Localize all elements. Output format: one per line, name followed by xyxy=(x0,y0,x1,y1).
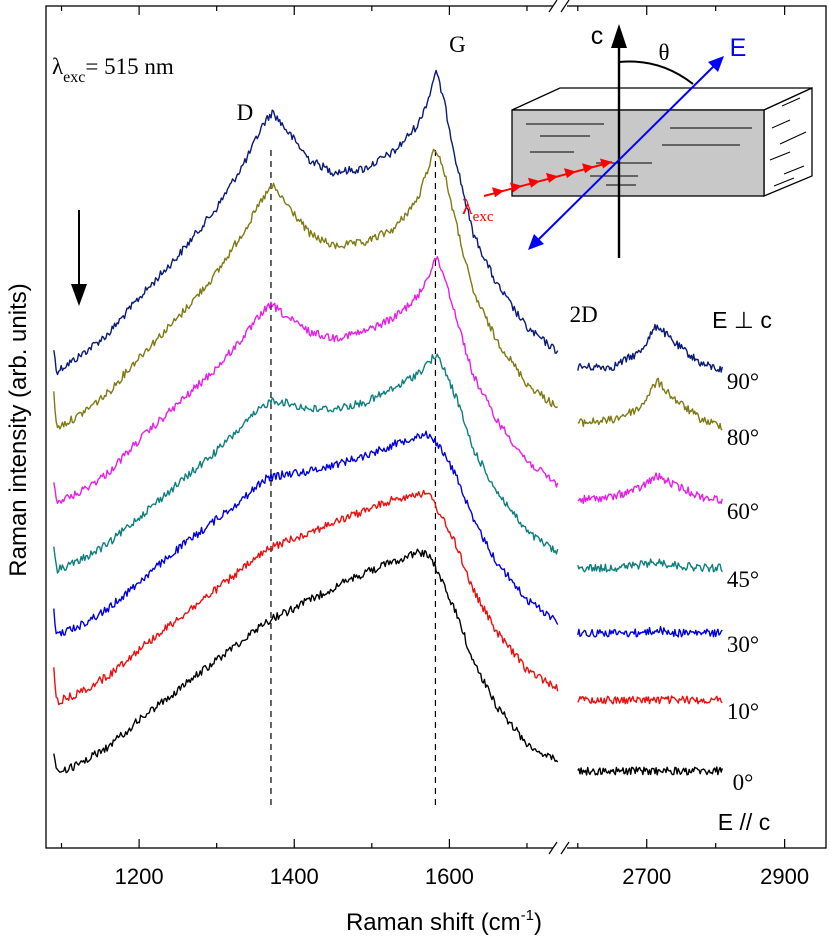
spectrum-2d-line xyxy=(577,626,723,638)
labels-group: 90° 80° 60° 45° 30° 10° 0° D G 2D λexc= 515 nm E ⊥ … xyxy=(52,32,772,835)
side-layer-line xyxy=(771,119,791,129)
spectrum-line xyxy=(53,489,559,706)
side-layer-line xyxy=(769,151,791,161)
plot-frame xyxy=(45,5,827,849)
block-front-face xyxy=(511,109,765,197)
laser-arrow-icon xyxy=(546,172,558,183)
x-axis-title: Raman shift (cm-1) xyxy=(346,907,542,936)
side-layer-line xyxy=(783,165,805,175)
spectrum-line xyxy=(53,430,559,637)
laser-arrow-icon xyxy=(492,187,504,198)
spectrum-line xyxy=(53,256,559,505)
spectrum-line xyxy=(53,69,559,376)
axis-break-gap-bottom xyxy=(553,844,567,852)
x-tick-label: 1200 xyxy=(115,864,164,889)
e-vector-line xyxy=(535,63,717,243)
down-arrow-icon xyxy=(71,284,87,306)
series-angle-label: 0° xyxy=(733,770,754,795)
axis-break-slash-top xyxy=(560,0,570,13)
e-vector-label: E xyxy=(730,34,747,62)
block-top-face xyxy=(511,87,813,111)
x-tick-label: 2900 xyxy=(760,864,809,889)
y-axis-title: Raman intensity (arb. units) xyxy=(5,283,32,576)
peak-label-g: G xyxy=(449,32,466,57)
laser-arrow-icon xyxy=(510,182,522,193)
theta-label: θ xyxy=(658,40,669,65)
x-tick-label: 2700 xyxy=(622,864,671,889)
axis-break-gap-top xyxy=(553,2,567,10)
spectrum-line xyxy=(53,548,559,774)
axis-break-slash-top xyxy=(548,0,558,13)
side-layer-line xyxy=(779,131,807,145)
peak-label-2d: 2D xyxy=(570,302,598,327)
side-layer-line xyxy=(781,97,801,107)
peak-label-d: D xyxy=(237,100,254,125)
series-angle-label: 30° xyxy=(727,632,759,657)
series-angle-label: 60° xyxy=(727,499,759,524)
x-tick-label: 1600 xyxy=(425,864,474,889)
series-angle-label: 10° xyxy=(727,699,759,724)
excitation-label: λexc= 515 nm xyxy=(52,54,174,86)
spectrum-2d-line xyxy=(577,377,723,431)
series-angle-label: 45° xyxy=(727,567,759,592)
spectrum-line xyxy=(53,148,559,430)
laser-arrow-icon xyxy=(564,168,576,179)
series-angle-label: 90° xyxy=(727,369,759,394)
polarization-bottom-label: E // c xyxy=(718,809,770,835)
spectrum-2d-line xyxy=(577,558,723,573)
side-layer-line xyxy=(773,177,795,187)
peak-dashed-lines xyxy=(270,150,437,810)
c-axis-arrow-icon xyxy=(611,24,627,48)
spectrum-2d-line xyxy=(577,695,723,705)
laser-arrow-icon xyxy=(600,158,612,169)
c-axis-label: c xyxy=(591,22,604,50)
series-angle-label: 80° xyxy=(727,425,759,450)
polarization-top-label: E ⊥ c xyxy=(712,307,772,333)
laser-arrow-icon xyxy=(582,163,594,174)
laser-arrow-icon xyxy=(528,177,540,188)
e-vector-arrow-icon xyxy=(708,56,724,72)
x-tick-label: 1400 xyxy=(270,864,319,889)
e-vector-arrow-icon xyxy=(528,234,544,250)
spectrum-line xyxy=(53,353,559,574)
spectrum-2d-line xyxy=(577,323,723,373)
theta-arc xyxy=(618,60,694,85)
spectrum-2d-line xyxy=(577,766,723,776)
spectrum-2d-line xyxy=(577,472,723,505)
series-group xyxy=(53,69,723,776)
axis-break-slash-bottom xyxy=(560,841,570,855)
laser-lambda-label: λexc xyxy=(462,194,494,225)
axis-break-slash-bottom xyxy=(548,841,558,855)
axes: 1200 1400 1600 2700 2900 Raman shift (cm-1) Ra… xyxy=(5,0,827,936)
